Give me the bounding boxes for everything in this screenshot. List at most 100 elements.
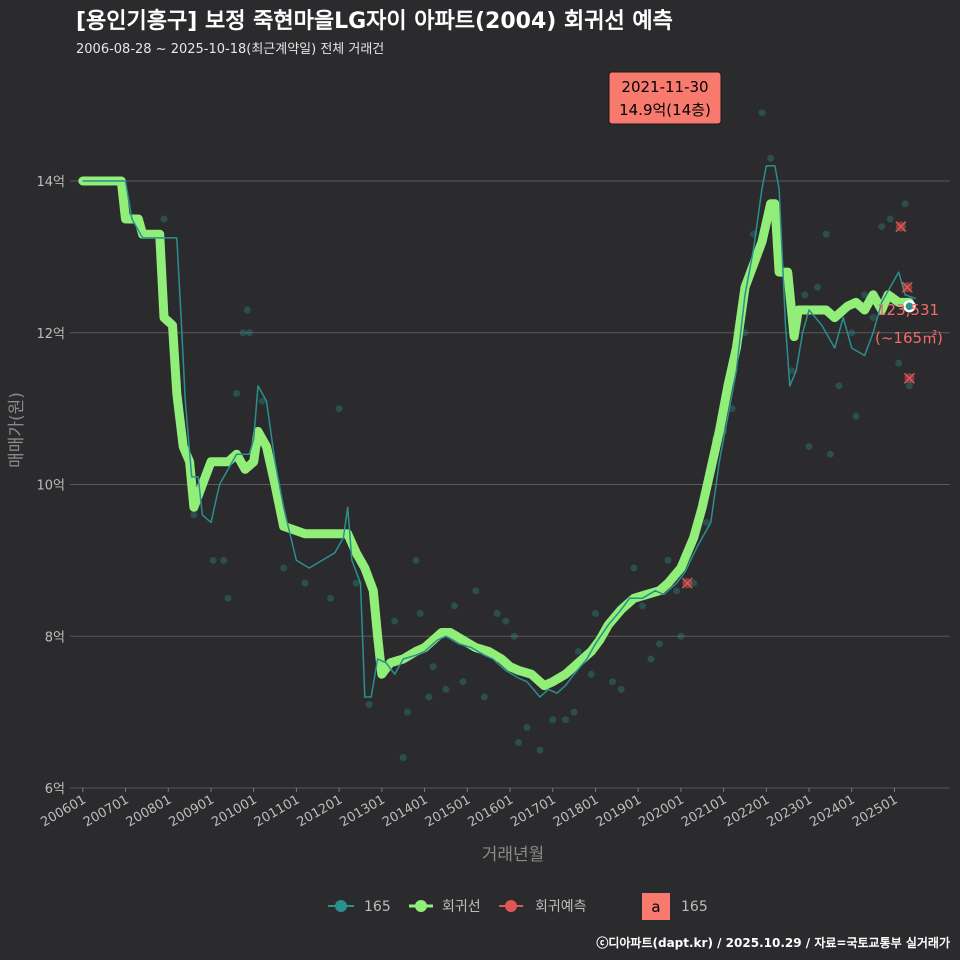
transaction-point <box>570 708 578 716</box>
series-lines <box>78 165 917 698</box>
y-tick-label: 8억 <box>45 630 65 645</box>
transaction-point <box>352 579 360 587</box>
transaction-point <box>852 412 860 420</box>
legend-item-prediction: 회귀예측 <box>499 899 587 915</box>
transaction-point <box>239 329 247 337</box>
transaction-point <box>788 367 796 375</box>
peak-annotation-value: 14.9억(14층) <box>619 101 711 119</box>
prediction-point <box>895 221 907 233</box>
transaction-point <box>335 405 343 413</box>
legend-item-label: a 165 <box>642 893 708 920</box>
transaction-point <box>190 511 198 519</box>
legend-item-165: 165 <box>328 899 391 915</box>
transaction-point <box>886 215 894 223</box>
transaction-point <box>327 594 335 602</box>
legend-label-key-letter: a <box>651 898 660 916</box>
transaction-point <box>220 556 228 564</box>
transaction-point <box>233 389 241 397</box>
transaction-point <box>758 109 766 117</box>
chart-title: [용인기흥구] 보정 죽현마을LG자이 아파트(2004) 회귀선 예측 <box>76 9 673 34</box>
transaction-point <box>861 291 869 299</box>
transaction-point <box>536 746 544 754</box>
transaction-point <box>416 610 424 617</box>
y-tick-label: 10억 <box>36 479 65 494</box>
legend: 165 회귀선 회귀예측 a 165 <box>328 893 708 920</box>
transaction-point <box>638 602 646 610</box>
transaction-point <box>848 329 856 337</box>
y-axis-title: 매매가(원) <box>7 392 27 468</box>
transaction-point <box>574 647 582 655</box>
transaction-point <box>243 306 251 314</box>
legend-label-165: 165 <box>364 899 391 915</box>
transaction-point <box>515 738 523 746</box>
y-tick-label: 14억 <box>36 175 65 190</box>
transaction-point <box>224 594 232 602</box>
last-point: 123,531 (~165㎡) <box>875 299 943 347</box>
transaction-point <box>562 716 570 724</box>
grid-lines <box>70 180 950 789</box>
legend-label-area: 165 <box>681 899 708 915</box>
legend-dot-prediction <box>505 900 517 912</box>
peak-annotation: 2021-11-30 14.9억(14층) <box>608 71 722 125</box>
transaction-point <box>878 223 886 231</box>
transaction-point <box>630 564 638 572</box>
regression-line <box>78 176 914 691</box>
transaction-point <box>301 579 309 587</box>
transaction-point <box>258 397 266 405</box>
legend-dot-regression <box>415 900 427 912</box>
legend-label-key <box>642 893 670 920</box>
chart-subtitle: 2006-08-28 ~ 2025-10-18(최근계약일) 전체 거래건 <box>76 42 384 57</box>
transaction-point <box>656 640 664 648</box>
legend-dot-165 <box>335 900 347 912</box>
transaction-points <box>160 109 913 762</box>
prediction-points <box>681 221 915 589</box>
transaction-point <box>617 685 625 693</box>
transaction-point <box>472 587 480 595</box>
transaction-point <box>767 154 775 162</box>
transaction-point <box>587 670 595 678</box>
prediction-point <box>681 577 693 589</box>
transaction-point <box>442 685 450 693</box>
transaction-point <box>429 663 437 671</box>
prediction-point <box>903 372 915 384</box>
transaction-point <box>425 693 433 701</box>
transaction-point <box>673 587 681 595</box>
prediction-point <box>901 281 913 293</box>
transaction-point <box>591 610 599 617</box>
transaction-point <box>391 617 399 625</box>
y-tick-label: 6억 <box>45 782 65 797</box>
transaction-point <box>703 518 711 526</box>
legend-label-prediction: 회귀예측 <box>535 899 587 915</box>
last-point-value: 123,531 <box>877 301 939 319</box>
transaction-point <box>502 617 510 625</box>
transaction-point <box>523 723 531 731</box>
transaction-point <box>895 359 903 367</box>
transaction-point <box>549 716 557 724</box>
transaction-point <box>450 602 458 610</box>
transaction-point <box>677 632 685 640</box>
last-point-area: (~165㎡) <box>875 329 943 347</box>
last-point-marker <box>903 299 916 313</box>
transaction-point <box>801 291 809 299</box>
transaction-point <box>664 556 672 564</box>
transaction-point <box>480 693 488 701</box>
area-165-line <box>82 165 917 698</box>
transaction-point <box>403 708 411 716</box>
x-axis-title: 거래년월 <box>482 845 545 865</box>
chart-caption: ⓒ디아파트(dapt.kr) / 2025.10.29 / 자료=국토교통부 실… <box>596 935 950 950</box>
transaction-point <box>805 443 813 451</box>
peak-annotation-box <box>608 71 722 125</box>
transaction-point <box>399 754 407 762</box>
transaction-point <box>822 230 830 238</box>
transaction-point <box>412 556 420 564</box>
y-axis-ticks: 6억 8억 10억 12억 14억 <box>36 175 65 797</box>
transaction-point <box>510 632 518 640</box>
transaction-point <box>905 382 913 390</box>
transaction-point <box>459 678 467 686</box>
transaction-point <box>869 314 877 322</box>
transaction-point <box>245 329 253 337</box>
transaction-point <box>835 382 843 390</box>
transaction-point <box>365 701 373 709</box>
